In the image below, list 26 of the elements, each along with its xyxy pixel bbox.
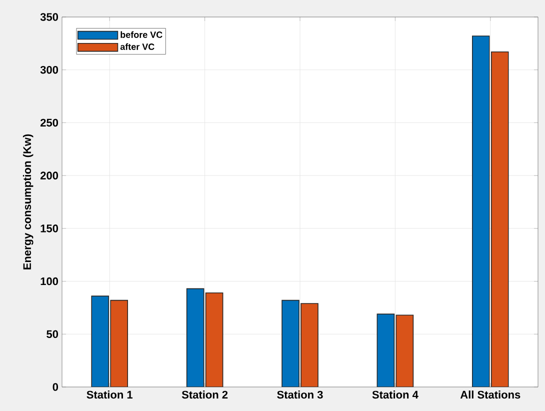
y-tick-label: 350 <box>40 13 58 21</box>
y-tick-label: 250 <box>40 118 58 127</box>
bar <box>110 300 128 387</box>
bar <box>282 300 300 387</box>
y-tick-label: 200 <box>40 172 58 180</box>
bar <box>91 296 110 387</box>
bar <box>376 314 395 387</box>
y-tick-label: 300 <box>40 66 58 74</box>
y-tick-label: 0 <box>52 383 58 391</box>
y-tick-label: 100 <box>40 277 58 286</box>
bar <box>472 36 490 387</box>
bar <box>205 292 224 387</box>
y-tick-label: 150 <box>40 224 58 232</box>
bar <box>186 288 204 387</box>
x-tick-label: All Stations <box>460 390 520 399</box>
x-tick-label: Station 1 <box>86 390 133 399</box>
bar <box>396 314 414 387</box>
y-axis-title: Energy consumption (Kw) <box>22 134 34 270</box>
x-tick-label: Station 4 <box>372 390 418 399</box>
y-tick-label: 50 <box>46 330 58 338</box>
x-tick-label: Station 3 <box>277 390 323 399</box>
bar <box>300 303 318 387</box>
bar <box>491 51 509 387</box>
legend-label: after VC <box>120 43 154 50</box>
legend-label: before VC <box>120 31 162 38</box>
x-tick-label: Station 2 <box>182 390 228 399</box>
